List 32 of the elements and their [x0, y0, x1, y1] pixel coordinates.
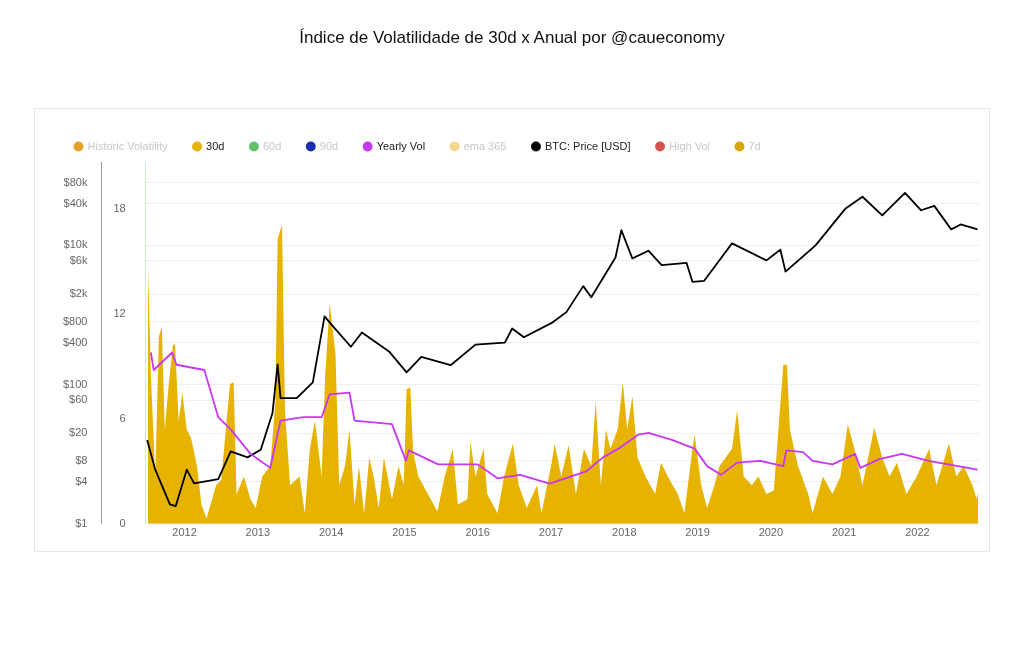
legend-label: 30d	[206, 139, 225, 152]
x-tick-label: 2021	[831, 526, 857, 539]
x-tick-label: 2017	[538, 526, 564, 539]
y2-tick-label: 18	[113, 202, 126, 215]
x-tick-label: 2015	[392, 526, 417, 539]
y-tick-label: $8	[75, 453, 88, 466]
chart-title: Índice de Volatilidade de 30d x Anual por @caueconomy	[298, 28, 726, 48]
y-tick-label: $4	[75, 474, 88, 487]
x-tick-label: 2013	[245, 526, 271, 539]
legend-label: Yearly Vol	[376, 139, 426, 152]
x-tick-label: 2019	[685, 526, 710, 539]
y-tick-label: $60	[69, 393, 88, 406]
x-tick-label: 2016	[465, 526, 490, 539]
y2-tick-label: 6	[119, 411, 126, 424]
x-tick-label: 2018	[612, 526, 637, 539]
x-tick-label: 2020	[758, 526, 784, 539]
y-tick-label: $40k	[63, 196, 88, 209]
y-tick-label: $6k	[69, 253, 88, 266]
y-tick-label: $100	[62, 377, 88, 390]
y2-tick-label: 12	[113, 307, 126, 320]
y-tick-label: $10k	[63, 238, 88, 251]
x-tick-label: 2012	[172, 526, 197, 539]
x-tick-label: 2022	[905, 526, 930, 539]
y-tick-label: $1	[75, 516, 88, 529]
y-tick-label: $20	[69, 426, 88, 439]
y-tick-label: $800	[62, 314, 88, 327]
y-tick-label: $2k	[69, 287, 88, 300]
legend-label: BTC: Price [USD]	[544, 139, 631, 152]
x-tick-label: 2014	[318, 526, 344, 539]
y-tick-label: $80k	[63, 175, 88, 188]
y2-tick-label: 0	[119, 516, 126, 529]
y-tick-label: $400	[62, 335, 88, 348]
